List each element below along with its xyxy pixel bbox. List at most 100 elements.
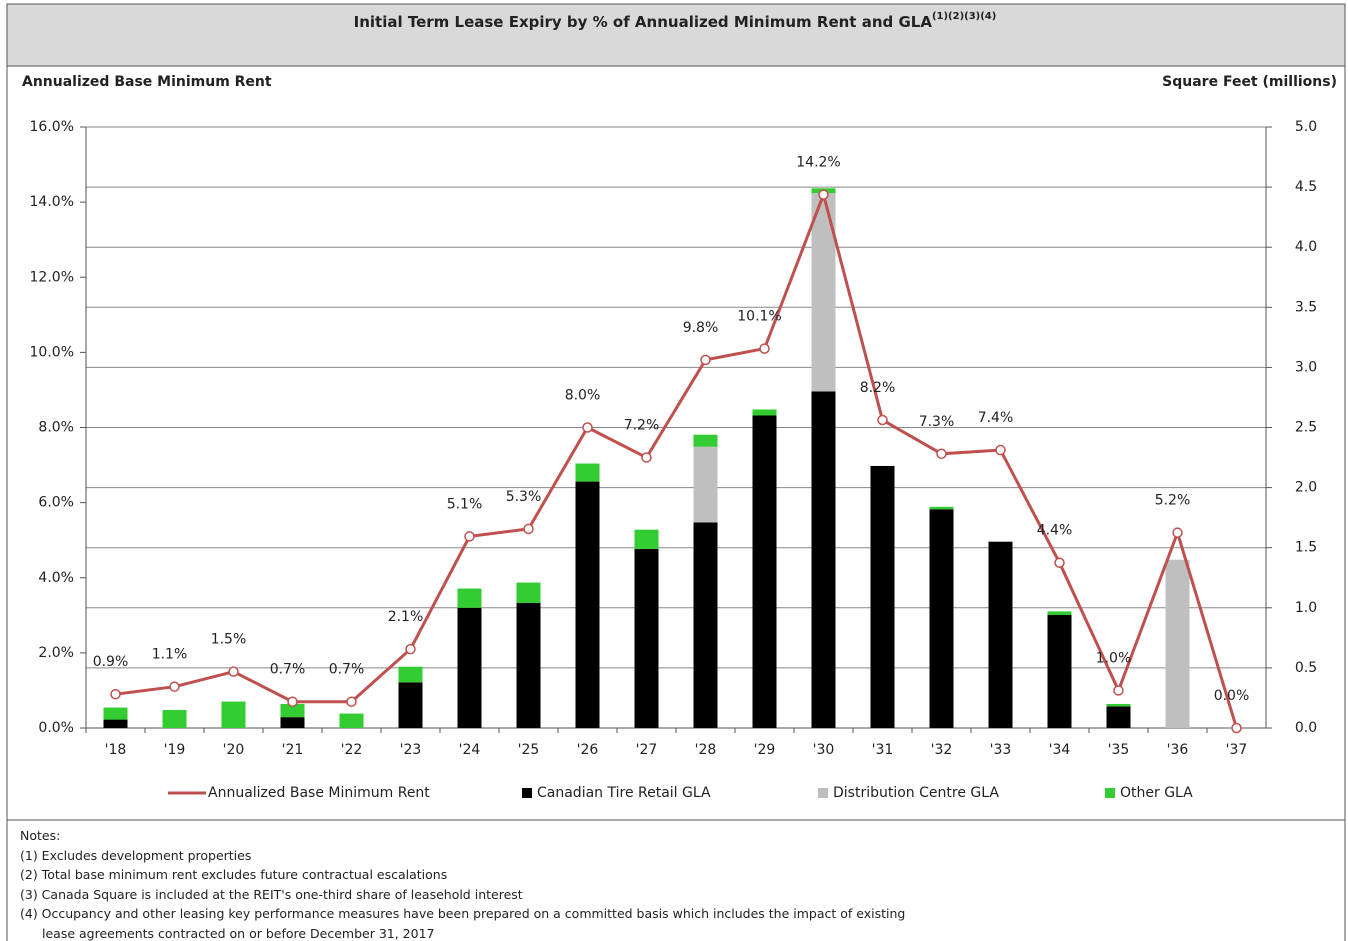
notes: Notes: (1) Excludes development properti… xyxy=(20,826,905,941)
data-label: 14.2% xyxy=(796,155,840,171)
y2-tick-label: 0.0 xyxy=(1295,720,1317,736)
legend-swatch xyxy=(1105,788,1115,798)
chart-box xyxy=(6,65,1346,821)
bar-segment xyxy=(693,446,718,523)
data-label: 5.3% xyxy=(506,489,542,505)
x-tick-label: '19 xyxy=(164,742,186,758)
bar-segment xyxy=(398,682,423,728)
y-axis-label: Annualized Base Minimum Rent xyxy=(22,74,272,90)
y2-axis-label: Square Feet (millions) xyxy=(1162,74,1337,90)
x-tick-label: '27 xyxy=(636,742,658,758)
y-tick-label: 10.0% xyxy=(30,344,74,360)
bar-segment xyxy=(811,391,836,728)
x-tick-label: '21 xyxy=(282,742,304,758)
line-point xyxy=(1113,685,1124,696)
data-label: 1.5% xyxy=(211,632,247,648)
x-tick-label: '35 xyxy=(1108,742,1130,758)
data-label: 7.2% xyxy=(624,418,660,434)
notes-heading: Notes: xyxy=(20,828,61,843)
bar-segment xyxy=(634,529,659,549)
bar-segment xyxy=(634,548,659,728)
y-tick-label: 2.0% xyxy=(38,645,74,661)
data-label: 7.4% xyxy=(978,410,1014,426)
bar-segment xyxy=(1106,703,1131,707)
x-tick-label: '18 xyxy=(105,742,127,758)
line-point xyxy=(582,422,593,433)
bar-segment xyxy=(457,588,482,608)
data-label: 2.1% xyxy=(388,609,424,625)
x-tick-label: '23 xyxy=(400,742,422,758)
note: (3) Canada Square is included at the REI… xyxy=(20,886,523,902)
bar-segment xyxy=(103,707,128,720)
note: (4) Occupancy and other leasing key perf… xyxy=(20,906,906,921)
bar-segment xyxy=(221,701,246,728)
line-point xyxy=(228,666,239,677)
bar-segment xyxy=(693,434,718,447)
y2-tick-label: 0.5 xyxy=(1295,660,1317,676)
y2-tick-label: 2.5 xyxy=(1295,420,1317,436)
line-point xyxy=(287,696,298,707)
x-tick-label: '30 xyxy=(813,742,835,758)
x-tick-label: '32 xyxy=(931,742,953,758)
chart-title: Initial Term Lease Expiry by % of Annual… xyxy=(354,11,997,31)
y2-tick-label: 1.0 xyxy=(1295,600,1317,616)
line-point xyxy=(110,688,121,700)
data-label: 10.1% xyxy=(737,309,781,325)
bar-segment xyxy=(752,415,777,728)
y-tick-label: 14.0% xyxy=(30,194,74,210)
line-point xyxy=(641,452,652,463)
data-label: 8.2% xyxy=(860,380,896,396)
data-label: 1.0% xyxy=(1096,650,1132,666)
y2-tick-label: 2.0 xyxy=(1295,480,1317,496)
line-point xyxy=(1231,722,1242,734)
bar-segment xyxy=(575,463,600,482)
legend-swatch xyxy=(522,788,532,798)
legend-swatch xyxy=(818,788,828,798)
y-tick-label: 8.0% xyxy=(38,420,74,436)
legend-label: Distribution Centre GLA xyxy=(833,785,999,801)
bar-segment xyxy=(398,666,423,683)
line-point xyxy=(995,444,1006,456)
title-superscript: (1)(2)(3)(4) xyxy=(932,11,996,22)
x-tick-label: '29 xyxy=(754,742,776,758)
bar-segment xyxy=(929,509,954,728)
y-tick-label: 4.0% xyxy=(38,570,74,586)
y2-tick-label: 4.5 xyxy=(1295,179,1317,195)
data-label: 7.3% xyxy=(919,414,955,430)
data-label: 4.4% xyxy=(1037,523,1073,539)
line-point xyxy=(405,643,416,655)
bar-segment xyxy=(693,522,718,728)
data-label: 0.7% xyxy=(329,662,365,678)
bar-segment xyxy=(1106,706,1131,728)
bar-segment xyxy=(929,506,954,510)
bar-segment xyxy=(162,709,187,728)
x-tick-label: '37 xyxy=(1226,742,1248,758)
legend-label: Other GLA xyxy=(1120,785,1193,801)
data-label: 8.0% xyxy=(565,388,601,404)
note: lease agreements contracted on or before… xyxy=(42,925,435,941)
x-tick-label: '24 xyxy=(459,742,481,758)
bar-segment xyxy=(339,713,364,728)
line-point xyxy=(169,681,180,692)
y-tick-label: 6.0% xyxy=(38,495,74,511)
note: (2) Total base minimum rent excludes fut… xyxy=(20,867,448,882)
title-text: Initial Term Lease Expiry by % of Annual… xyxy=(354,13,933,31)
x-tick-label: '31 xyxy=(872,742,894,758)
data-label: 5.1% xyxy=(447,496,483,512)
line-point xyxy=(464,531,475,542)
y-tick-label: 16.0% xyxy=(30,119,74,135)
bar-segment xyxy=(870,465,895,728)
x-tick-label: '33 xyxy=(990,742,1012,758)
legend-label: Canadian Tire Retail GLA xyxy=(537,785,711,801)
bar-segment xyxy=(457,607,482,728)
bar-segment xyxy=(988,541,1013,728)
data-label: 1.1% xyxy=(152,647,188,663)
data-label: 9.8% xyxy=(683,320,719,336)
y-tick-label: 12.0% xyxy=(30,269,74,285)
y2-tick-label: 3.5 xyxy=(1295,299,1317,315)
y2-tick-label: 5.0 xyxy=(1295,119,1317,135)
bar-segment xyxy=(575,481,600,728)
line-point xyxy=(759,343,770,354)
bar-segment xyxy=(280,717,305,728)
